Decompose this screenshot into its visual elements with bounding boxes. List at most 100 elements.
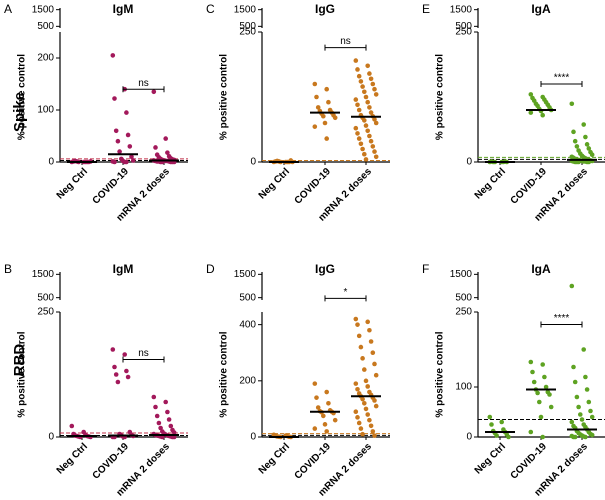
data-point (360, 396, 365, 402)
y-tick-label: 200 (37, 53, 54, 64)
data-point (113, 372, 119, 377)
significance-label: * (344, 287, 348, 298)
data-point (528, 110, 534, 115)
data-point (494, 433, 499, 438)
data-point (360, 146, 365, 152)
x-tick-label: COVID-19 (509, 441, 550, 482)
data-point (324, 429, 330, 434)
data-point (537, 399, 542, 405)
chart-title: IgG (315, 262, 335, 276)
data-point (370, 350, 376, 356)
y-tick-label: 200 (239, 375, 256, 386)
y-tick-label: 1500 (234, 269, 257, 280)
y-tick-label: 1500 (450, 4, 473, 15)
data-point (589, 414, 595, 420)
y-tick-label: 0 (250, 432, 256, 443)
data-point (528, 359, 534, 365)
data-point (569, 419, 575, 425)
y-tick-label: 0 (466, 157, 472, 168)
data-point (314, 395, 319, 400)
data-point (353, 409, 359, 415)
data-point (540, 362, 545, 367)
data-point (362, 118, 367, 123)
chart-title: IgM (113, 2, 134, 16)
data-point (542, 374, 547, 380)
data-point (373, 92, 379, 97)
data-point (572, 434, 578, 440)
y-tick-label: 0 (48, 432, 54, 443)
data-point (578, 412, 583, 417)
data-point (367, 417, 372, 423)
data-point (586, 399, 592, 405)
data-point (586, 146, 592, 151)
data-point (370, 429, 376, 434)
data-point (363, 123, 369, 128)
data-point (154, 413, 160, 419)
y-tick-label: 100 (455, 382, 472, 393)
y-axis-label: % positive control (219, 54, 230, 140)
data-point (487, 414, 493, 420)
data-point (156, 420, 162, 426)
y-axis-label: % positive control (17, 54, 28, 140)
y-axis-label: % positive control (17, 331, 28, 417)
data-point (583, 134, 588, 140)
y-axis-label: % positive control (219, 331, 230, 417)
data-point (353, 58, 359, 63)
data-point (489, 422, 494, 427)
data-point (356, 73, 362, 79)
y-axis-label: % positive control (435, 54, 446, 140)
data-point (165, 409, 170, 415)
data-point (124, 110, 129, 115)
data-point (113, 128, 119, 134)
data-point (548, 404, 554, 410)
data-point (569, 101, 575, 107)
data-point (358, 426, 364, 431)
data-point (124, 368, 129, 374)
data-point (367, 327, 372, 333)
data-point (168, 423, 174, 429)
chart-title: IgG (315, 2, 335, 16)
data-point (312, 124, 318, 129)
data-point (355, 67, 360, 72)
y-tick-label: 500 (37, 292, 54, 303)
panel-letter: F (422, 262, 429, 276)
x-tick-label: Neg Ctrl (257, 441, 292, 476)
data-point (355, 386, 360, 392)
y-tick-label: 250 (455, 27, 472, 38)
data-point (355, 131, 360, 136)
y-tick-label: 250 (37, 307, 54, 318)
y-axis-label: % positive control (435, 331, 446, 417)
data-point (115, 379, 121, 385)
data-point (531, 379, 537, 385)
data-point (324, 136, 330, 141)
data-point (358, 141, 364, 147)
data-point (358, 79, 364, 84)
data-point (312, 81, 318, 87)
data-point (365, 128, 371, 134)
data-point (547, 392, 552, 397)
data-point (115, 138, 121, 144)
x-tick-label: COVID-19 (91, 441, 132, 482)
x-tick-label: COVID-19 (91, 166, 132, 207)
data-point (112, 364, 117, 370)
data-point (373, 120, 379, 126)
data-point (356, 333, 362, 339)
data-point (69, 423, 75, 429)
data-point (370, 81, 376, 87)
data-point (360, 431, 365, 437)
data-point (151, 394, 157, 400)
y-tick-label: 0 (250, 157, 256, 168)
significance-label: ns (138, 78, 149, 89)
data-point (171, 430, 177, 435)
significance-label: ns (340, 36, 351, 47)
x-tick-label: COVID-19 (293, 166, 334, 207)
data-point (530, 369, 535, 375)
data-point (569, 283, 575, 289)
significance-label: **** (554, 73, 570, 84)
data-point (368, 76, 374, 82)
data-point (324, 86, 330, 92)
data-point (314, 94, 319, 100)
data-point (576, 404, 581, 410)
data-point (372, 361, 377, 367)
data-point (581, 122, 586, 127)
